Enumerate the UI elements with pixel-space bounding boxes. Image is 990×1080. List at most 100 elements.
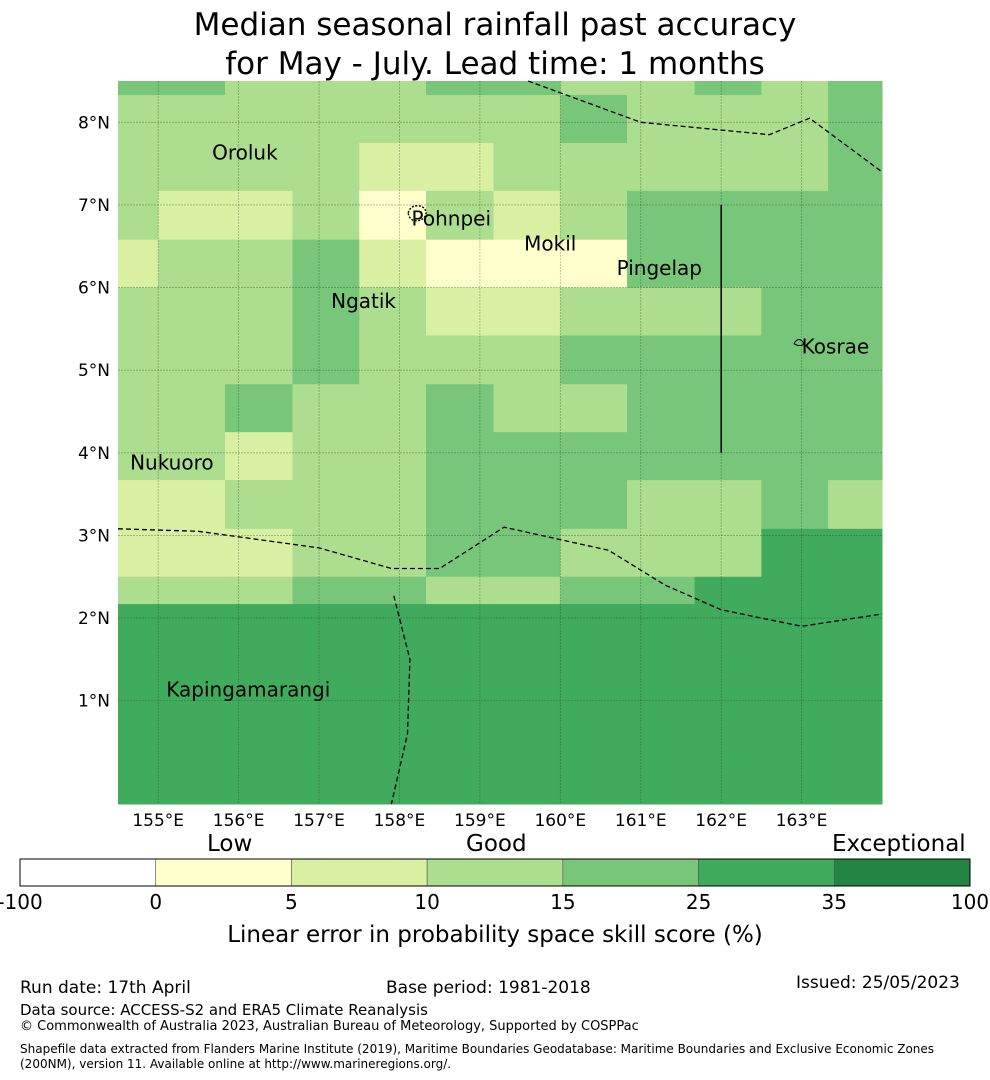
lat-tick-label: 1°N	[78, 692, 110, 712]
colorbar-segment	[833, 858, 971, 887]
skill-cell	[493, 190, 561, 241]
skill-cell	[560, 335, 628, 385]
map-axes: 8°N 7°N 6°N 5°N 4°N 3°N 2°N 1°N 155°E 156°E 157°E 1…	[78, 113, 827, 831]
skill-cell	[627, 95, 696, 144]
skill-cell	[118, 384, 159, 433]
skill-cell	[359, 239, 427, 289]
eez-boundaries	[117, 80, 883, 805]
base-period: Base period: 1981-2018	[386, 978, 591, 998]
skill-cell	[426, 528, 495, 578]
colorbar-segment	[562, 858, 699, 887]
skill-cell	[426, 480, 495, 530]
skill-cell	[761, 95, 829, 144]
skill-cell	[224, 335, 294, 385]
lon-tick-label: 160°E	[534, 811, 586, 831]
place-labels: Oroluk Pohnpei Mokil Pingelap Ngatik Kosrae Nu…	[130, 140, 869, 701]
skill-cell	[292, 432, 360, 481]
map-title-line-1: Median seasonal rainfall past accuracy	[193, 7, 797, 43]
skill-cell	[292, 604, 360, 805]
lat-tick-label: 7°N	[78, 196, 110, 216]
skill-cell	[761, 480, 829, 530]
skill-cell	[761, 81, 829, 96]
skill-cell	[292, 95, 360, 144]
shapefile-credit-line-2: (200NM), version 11. Available online at…	[20, 1057, 452, 1071]
lat-tick-label: 4°N	[78, 444, 110, 464]
skill-cell	[761, 528, 829, 578]
skill-cell	[426, 432, 495, 481]
skill-cell	[426, 81, 495, 96]
skill-cell	[158, 190, 226, 241]
lon-tick-label: 163°E	[776, 811, 828, 831]
lon-tick-label: 161°E	[615, 811, 667, 831]
skill-cell	[493, 576, 561, 605]
skill-cell	[158, 576, 226, 605]
eez-boundary-line	[527, 80, 883, 173]
skill-cell	[560, 142, 628, 192]
colorbar-label: Linear error in probability space skill …	[227, 922, 763, 948]
colorbar-segment	[291, 858, 428, 887]
lon-tick-label: 155°E	[132, 811, 184, 831]
skill-cell	[224, 384, 294, 433]
place-label: Oroluk	[212, 140, 278, 164]
skill-cell	[493, 432, 561, 481]
skill-cell	[292, 384, 360, 433]
lat-tick-label: 6°N	[78, 279, 110, 299]
skill-cell	[158, 81, 226, 96]
skill-cell	[292, 576, 360, 605]
skill-cell	[426, 239, 495, 289]
skill-cell	[694, 528, 762, 578]
skill-cell	[292, 81, 360, 96]
skill-cell	[224, 480, 294, 530]
skill-cell	[761, 576, 829, 605]
skill-cell	[224, 287, 294, 336]
skill-cell	[158, 604, 226, 805]
skill-cell	[560, 432, 628, 481]
skill-cell	[493, 95, 561, 144]
map-title-line-2: for May - July. Lead time: 1 months	[225, 46, 765, 82]
skill-cell	[828, 190, 883, 241]
skill-cell	[292, 480, 360, 530]
island-outlines	[407, 205, 804, 347]
skill-cell	[359, 576, 427, 605]
skill-cell	[694, 239, 762, 289]
skill-cell	[359, 142, 427, 192]
skill-cell	[158, 335, 226, 385]
skill-cell	[828, 335, 883, 385]
place-label: Kapingamarangi	[166, 678, 330, 702]
skill-cell	[828, 287, 883, 336]
skill-cell	[761, 432, 829, 481]
colorbar-segment	[698, 858, 835, 887]
skill-cell	[694, 142, 762, 192]
skill-cell	[426, 142, 495, 192]
colorbar-segment	[426, 858, 564, 887]
skill-cell	[118, 335, 159, 385]
place-label: Ngatik	[331, 289, 396, 313]
skill-cell	[627, 335, 696, 385]
skill-cell	[426, 287, 495, 336]
skill-cell	[627, 287, 696, 336]
skill-cell	[560, 287, 628, 336]
skill-cell	[359, 432, 427, 481]
skill-cell	[761, 190, 829, 241]
colorbar-heading-low: Low	[207, 831, 253, 857]
skill-cell	[118, 287, 159, 336]
skill-cell	[158, 480, 226, 530]
skill-cell	[694, 480, 762, 530]
colorbar-tick-label: 5	[285, 890, 298, 914]
skill-cell	[359, 528, 427, 578]
skill-cell	[828, 239, 883, 289]
skill-cell	[158, 432, 226, 481]
shapefile-credit-line-1: Shapefile data extracted from Flanders M…	[20, 1042, 935, 1056]
skill-cell	[560, 81, 628, 96]
skill-cell	[694, 384, 762, 433]
skill-cell	[158, 239, 226, 289]
colorbar-heading-exceptional: Exceptional	[832, 831, 966, 857]
skill-cell	[118, 95, 159, 144]
skill-cell	[694, 190, 762, 241]
skill-cell	[627, 81, 696, 96]
eez-boundary-line	[390, 595, 411, 805]
colorbar-tick-label: -100	[0, 890, 43, 914]
skill-cell	[493, 81, 561, 96]
skill-cell	[828, 576, 883, 605]
skill-cell	[761, 384, 829, 433]
